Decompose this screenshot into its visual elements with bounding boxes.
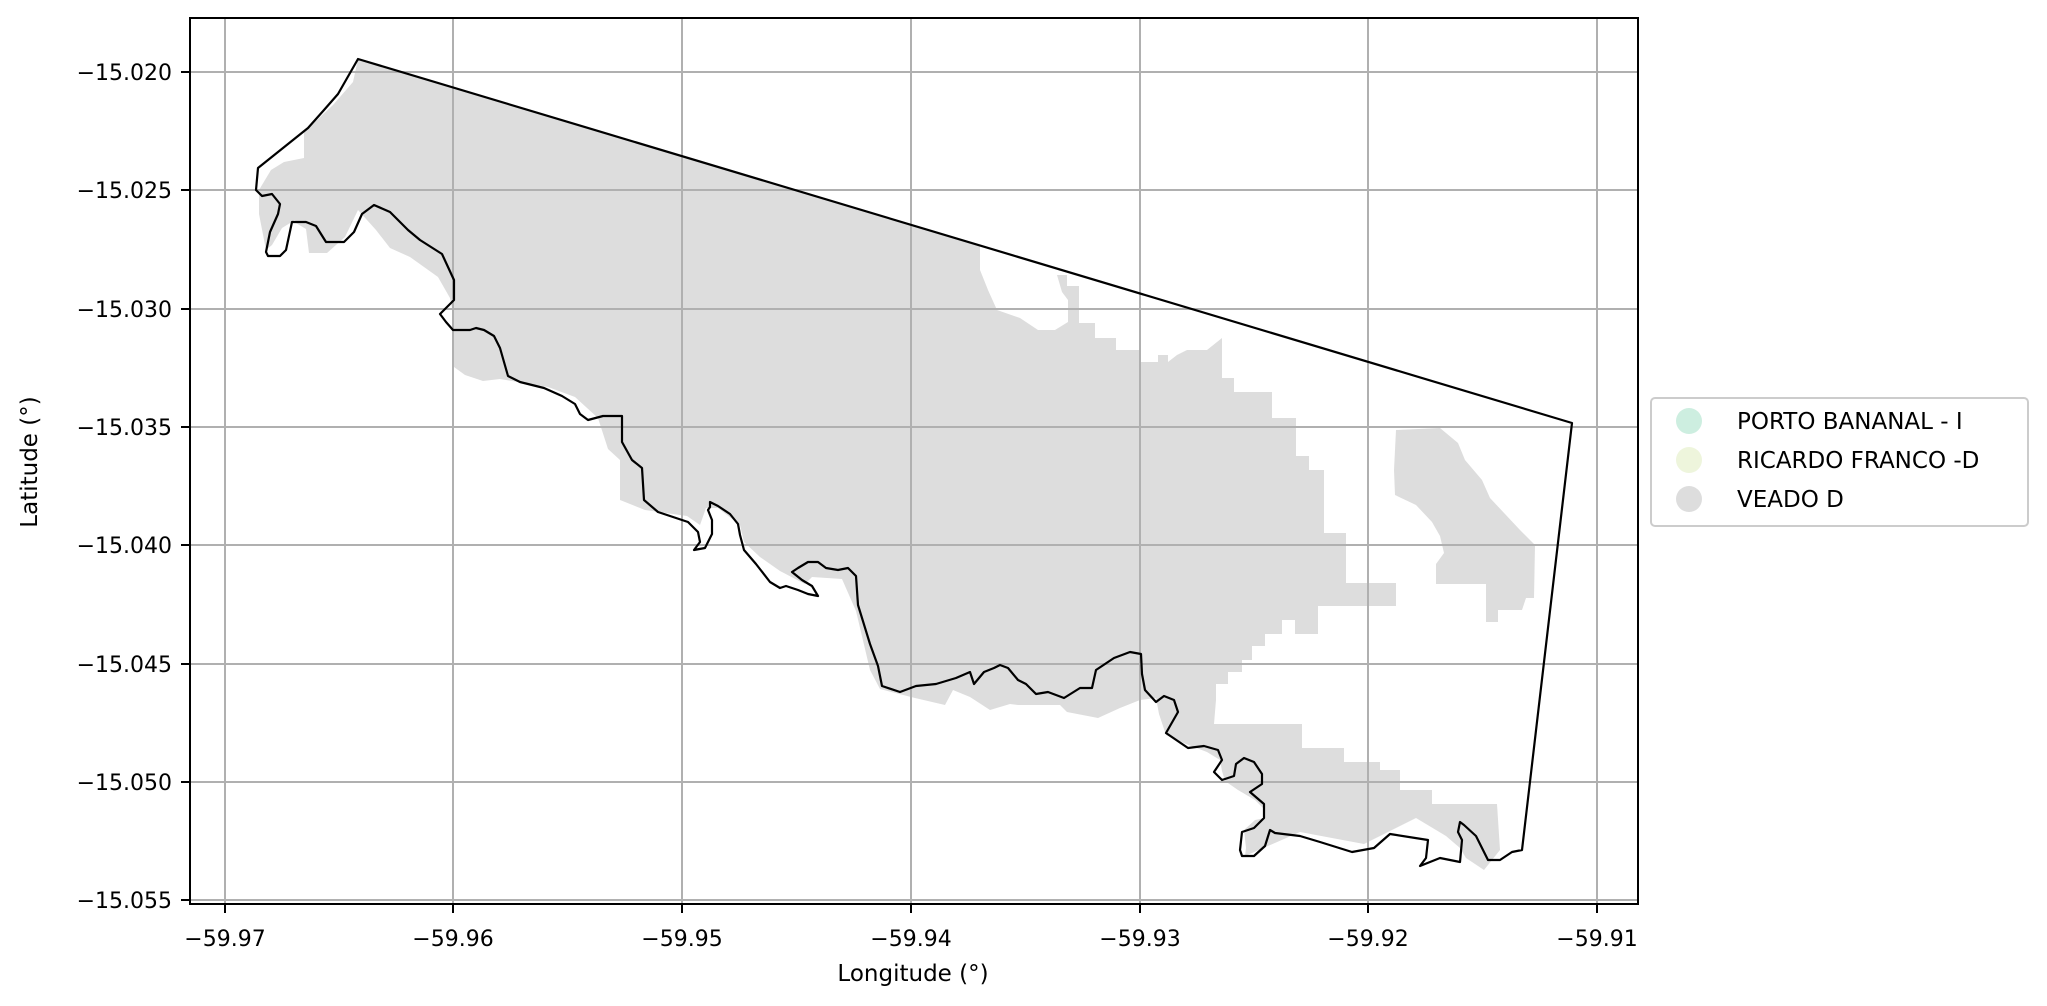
legend-label: PORTO BANANAL - I <box>1737 409 1963 435</box>
legend-label: VEADO D <box>1737 487 1844 513</box>
y-tick-label: −15.030 <box>77 298 172 323</box>
area-boundary-outline <box>254 57 1574 868</box>
veado-d-region <box>259 59 1500 870</box>
veado-d-region-east <box>1394 428 1535 622</box>
x-tick-label: −59.92 <box>1327 927 1408 952</box>
y-tick-label: −15.040 <box>77 534 172 559</box>
x-tick-label: −59.91 <box>1556 927 1637 952</box>
x-tick-label: −59.97 <box>184 927 265 952</box>
y-tick-label: −15.050 <box>77 771 172 796</box>
axes-frame <box>189 17 1639 905</box>
x-tick-label: −59.96 <box>412 927 493 952</box>
x-axis-title: Longitude (°) <box>837 961 988 987</box>
y-tick-label: −15.045 <box>77 653 172 678</box>
legend-marker-veado-d <box>1676 486 1702 512</box>
y-axis: −15.020 −15.025 −15.030 −15.035 −15.040 … <box>17 61 190 914</box>
x-tick-label: −59.93 <box>1099 927 1180 952</box>
y-axis-title: Latitude (°) <box>17 396 43 527</box>
y-tick-label: −15.020 <box>77 61 172 86</box>
y-tick-label: −15.055 <box>77 889 172 914</box>
y-tick-label: −15.025 <box>77 179 172 204</box>
legend-marker-ricardo-franco <box>1676 447 1702 473</box>
plot-area <box>189 17 1639 905</box>
legend-marker-porto-bananal <box>1676 408 1702 434</box>
y-tick-label: −15.035 <box>77 416 172 441</box>
x-tick-label: −59.95 <box>641 927 722 952</box>
legend-label: RICARDO FRANCO -D <box>1737 448 1979 474</box>
grid-lines <box>190 18 1638 904</box>
legend: PORTO BANANAL - I RICARDO FRANCO -D VEAD… <box>1650 397 2029 527</box>
legend-box <box>1650 397 2029 527</box>
x-tick-label: −59.94 <box>870 927 951 952</box>
x-axis: −59.97 −59.96 −59.95 −59.94 −59.93 −59.9… <box>184 904 1638 987</box>
